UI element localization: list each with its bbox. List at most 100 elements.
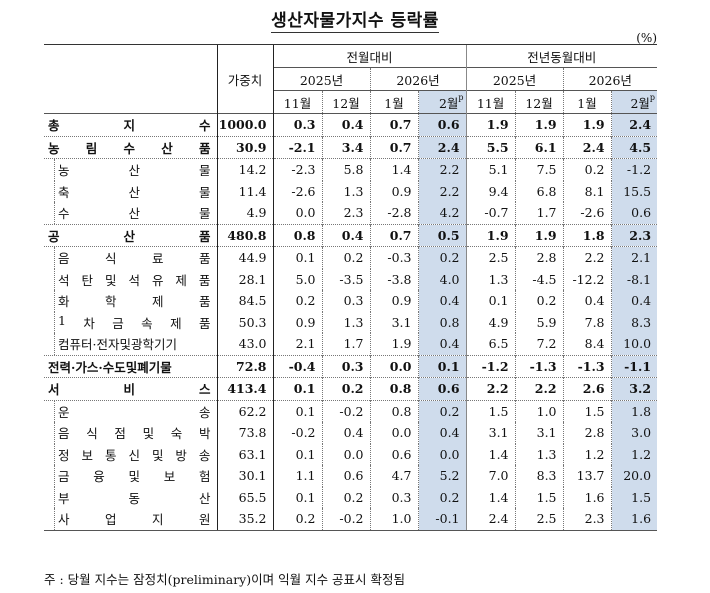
month-header: 1월 bbox=[562, 90, 612, 114]
yoy-value-cell: 1.3 bbox=[465, 268, 516, 290]
table-row: 1 차 금 속 제 품 50.3 0.9 1.3 3.1 0.8 4.9 5.9 7.8 8.3 bbox=[44, 311, 658, 333]
mom-value-cell: 4.2 bbox=[417, 202, 467, 224]
mom-value-cell: 5.2 bbox=[417, 465, 467, 487]
mom-value-cell: 5.8 bbox=[321, 158, 370, 181]
yoy-value-cell: 5.9 bbox=[514, 311, 564, 333]
yoy-value-cell: 2.2 bbox=[562, 246, 612, 269]
mom-value-cell: 0.4 bbox=[417, 290, 467, 312]
yoy-value-cell: 2.8 bbox=[514, 246, 564, 269]
yoy-value-cell: 1.9 bbox=[562, 113, 612, 136]
mom-value-cell: 0.4 bbox=[321, 223, 370, 247]
yoy-value-cell: 1.7 bbox=[514, 202, 564, 224]
weight-cell: 413.4 bbox=[216, 377, 273, 400]
yoy-value-cell: 2.4 bbox=[610, 113, 658, 136]
mom-value-cell: 0.8 bbox=[369, 399, 418, 422]
yoy-value-cell: -8.1 bbox=[610, 268, 658, 290]
label-header bbox=[44, 44, 217, 114]
mom-value-cell: 1.3 bbox=[321, 311, 370, 333]
yoy-value-cell: 13.7 bbox=[562, 465, 612, 487]
yoy-value-cell: 1.5 bbox=[465, 399, 516, 422]
yoy-value-cell: 4.5 bbox=[610, 135, 658, 159]
yoy-value-cell: 9.4 bbox=[465, 180, 516, 202]
weight-cell: 73.8 bbox=[216, 422, 273, 444]
month-header: 12월 bbox=[514, 90, 564, 114]
mom-value-cell: 0.6 bbox=[417, 377, 467, 400]
weight-cell: 35.2 bbox=[216, 508, 273, 531]
yoy-value-cell: 20.0 bbox=[610, 465, 658, 487]
weight-cell: 50.3 bbox=[216, 311, 273, 333]
yoy-value-cell: 2.6 bbox=[562, 377, 612, 400]
yoy-value-cell: 0.6 bbox=[610, 202, 658, 224]
weight-cell: 4.9 bbox=[216, 202, 273, 224]
mom-value-cell: 4.7 bbox=[369, 465, 418, 487]
weight-cell: 30.9 bbox=[216, 135, 273, 159]
yoy-value-cell: 3.1 bbox=[465, 422, 516, 444]
mom-value-cell: 0.9 bbox=[272, 311, 322, 333]
yoy-value-cell: 2.1 bbox=[610, 246, 658, 269]
mom-value-cell: 2.3 bbox=[321, 202, 370, 224]
mom-value-cell: 2.2 bbox=[417, 158, 467, 181]
yoy-value-cell: 2.3 bbox=[610, 223, 658, 247]
yoy-value-cell: 0.4 bbox=[610, 290, 658, 312]
weight-cell: 84.5 bbox=[216, 290, 273, 312]
weight-cell: 62.2 bbox=[216, 399, 273, 422]
mom-value-cell: -0.4 bbox=[272, 354, 322, 378]
mom-value-cell: 0.1 bbox=[272, 443, 322, 465]
mom-value-cell: 0.8 bbox=[417, 311, 467, 333]
yoy-value-cell: 5.5 bbox=[465, 135, 516, 159]
mom-value-cell: -0.1 bbox=[417, 508, 467, 531]
mom-value-cell: 0.4 bbox=[417, 422, 467, 444]
table-row: 총 지 수 1000.0 0.3 0.4 0.7 0.6 1.9 1.9 1.9 2.4 bbox=[44, 113, 658, 136]
yoy-value-cell: 2.5 bbox=[465, 246, 516, 269]
yoy-value-cell: 7.2 bbox=[514, 333, 564, 355]
yoy-value-cell: -1.2 bbox=[465, 354, 516, 378]
mom-value-cell: 0.7 bbox=[369, 223, 418, 247]
weight-cell: 11.4 bbox=[216, 180, 273, 202]
mom-value-cell: 0.2 bbox=[417, 486, 467, 508]
yoy-value-cell: 7.8 bbox=[562, 311, 612, 333]
mom-value-cell: 1.0 bbox=[369, 508, 418, 531]
mom-value-cell: 0.7 bbox=[369, 113, 418, 136]
weight-cell: 480.8 bbox=[216, 223, 273, 247]
table-row: 음 식 료 품 44.9 0.1 0.2 -0.3 0.2 2.5 2.8 2.2 2.1 bbox=[44, 246, 658, 269]
mom-value-cell: -3.8 bbox=[369, 268, 418, 290]
mom-value-cell: 0.3 bbox=[369, 486, 418, 508]
mom-value-cell: 1.4 bbox=[369, 158, 418, 181]
weight-cell: 44.9 bbox=[216, 246, 273, 269]
mom-value-cell: 0.8 bbox=[369, 377, 418, 400]
mom-value-cell: 0.1 bbox=[272, 377, 322, 400]
yoy-value-cell: 8.3 bbox=[610, 311, 658, 333]
yoy-value-cell: 2.3 bbox=[562, 508, 612, 531]
mom-value-cell: 2.4 bbox=[417, 135, 467, 159]
year-header: 2026년 bbox=[562, 67, 658, 91]
yoy-value-cell: 1.8 bbox=[562, 223, 612, 247]
mom-value-cell: 0.6 bbox=[417, 113, 467, 136]
mom-value-cell: -0.2 bbox=[272, 422, 322, 444]
yoy-value-cell: 5.1 bbox=[465, 158, 516, 181]
month-header: 2월p bbox=[417, 90, 467, 114]
group-header-yoy: 전년동월대비 bbox=[465, 44, 658, 68]
yoy-value-cell: 2.5 bbox=[514, 508, 564, 531]
mom-value-cell: 0.1 bbox=[272, 486, 322, 508]
yoy-value-cell: 6.1 bbox=[514, 135, 564, 159]
yoy-value-cell: 8.4 bbox=[562, 333, 612, 355]
row-label: 컴퓨터·전자및광학기기 bbox=[44, 333, 217, 355]
month-header: 11월 bbox=[465, 90, 516, 114]
mom-value-cell: 0.8 bbox=[272, 223, 322, 247]
yoy-value-cell: 1.6 bbox=[610, 508, 658, 531]
weight-cell: 14.2 bbox=[216, 158, 273, 181]
yoy-value-cell: 2.8 bbox=[562, 422, 612, 444]
yoy-value-cell: 0.2 bbox=[562, 158, 612, 181]
mom-value-cell: 0.1 bbox=[272, 399, 322, 422]
mom-value-cell: 0.6 bbox=[369, 443, 418, 465]
weight-cell: 72.8 bbox=[216, 354, 273, 378]
mom-value-cell: 0.2 bbox=[321, 377, 370, 400]
year-header: 2025년 bbox=[465, 67, 564, 91]
